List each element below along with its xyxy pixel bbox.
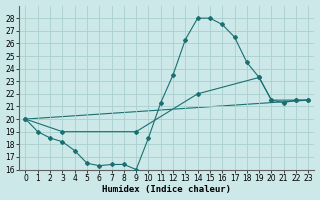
X-axis label: Humidex (Indice chaleur): Humidex (Indice chaleur) (102, 185, 231, 194)
